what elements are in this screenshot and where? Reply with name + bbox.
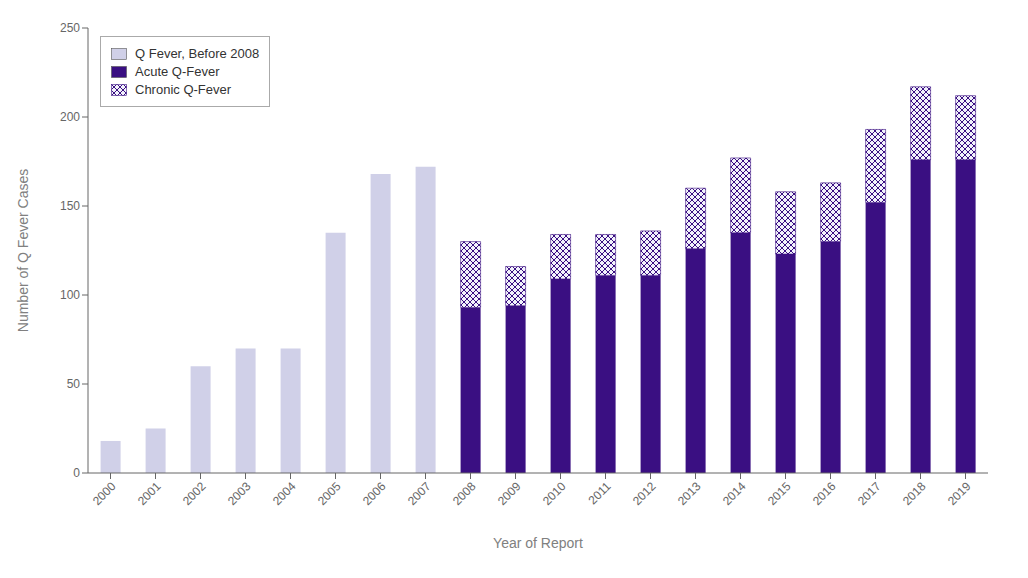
svg-text:2010: 2010 xyxy=(540,479,569,508)
svg-text:2004: 2004 xyxy=(270,479,299,508)
svg-text:2015: 2015 xyxy=(765,479,794,508)
svg-text:200: 200 xyxy=(60,110,80,124)
svg-text:2006: 2006 xyxy=(360,479,389,508)
html-text:Chronic Q-Fever: Chronic Q-Fever xyxy=(135,82,232,97)
svg-text:2019: 2019 xyxy=(945,479,974,508)
svg-text:2005: 2005 xyxy=(315,479,344,508)
svg-text:250: 250 xyxy=(60,21,80,35)
svg-text:2008: 2008 xyxy=(450,479,479,508)
svg-text:100: 100 xyxy=(60,288,80,302)
svg-text:0: 0 xyxy=(73,466,80,480)
html-text:Acute Q-Fever: Acute Q-Fever xyxy=(135,64,220,79)
svg-text:2011: 2011 xyxy=(585,479,613,507)
svg-text:2002: 2002 xyxy=(180,479,209,508)
svg-text:2018: 2018 xyxy=(900,479,929,508)
svg-text:2003: 2003 xyxy=(225,479,254,508)
svg-text:2007: 2007 xyxy=(405,479,434,508)
html-text:Q Fever, Before 2008: Q Fever, Before 2008 xyxy=(135,46,260,61)
svg-text:150: 150 xyxy=(60,199,80,213)
svg-text:2000: 2000 xyxy=(90,479,119,508)
svg-text:2009: 2009 xyxy=(495,479,524,508)
svg-text:2017: 2017 xyxy=(855,479,884,508)
svg-text:2016: 2016 xyxy=(810,479,839,508)
svg-text:2013: 2013 xyxy=(675,479,704,508)
svg-text:50: 50 xyxy=(67,377,81,391)
svg-text:2014: 2014 xyxy=(720,479,749,508)
svg-text:2012: 2012 xyxy=(630,479,659,508)
svg-text:Year of Report: Year of Report xyxy=(493,535,583,551)
svg-text:2001: 2001 xyxy=(135,479,164,508)
svg-text:Number of Q Fever Cases: Number of Q Fever Cases xyxy=(15,169,31,332)
